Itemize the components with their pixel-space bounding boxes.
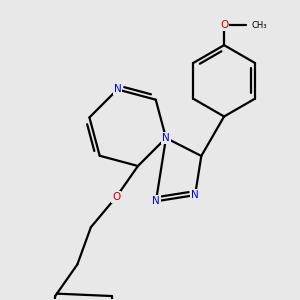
Text: N: N	[191, 190, 199, 200]
Text: N: N	[152, 196, 160, 206]
Text: O: O	[112, 192, 121, 202]
Text: N: N	[114, 84, 121, 94]
Text: N: N	[162, 133, 170, 143]
Text: CH₃: CH₃	[252, 21, 267, 30]
Text: O: O	[220, 20, 228, 30]
